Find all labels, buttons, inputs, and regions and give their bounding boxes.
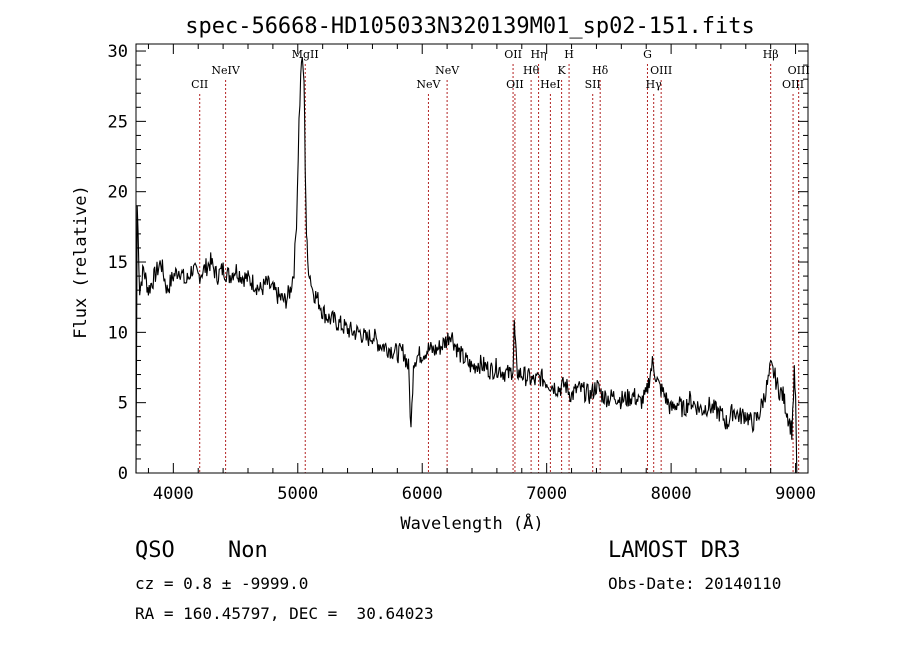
line-label-7: Hθ — [523, 64, 540, 77]
line-label-10: K — [557, 64, 566, 77]
line-label-19: OIII — [788, 64, 810, 77]
redshift-cz: cz = 0.8 ± -9999.0 — [135, 574, 309, 593]
y-tick-label-1: 5 — [118, 394, 128, 414]
x-tick-label-1: 5000 — [277, 484, 318, 504]
line-label-16: OIII — [650, 64, 672, 77]
y-tick-label-4: 20 — [108, 183, 128, 203]
line-label-13: Hδ — [592, 64, 609, 77]
x-tick-label-2: 6000 — [402, 484, 443, 504]
y-tick-label-2: 10 — [108, 323, 128, 343]
line-label-12: SII — [585, 78, 601, 91]
line-label-1: NeIV — [211, 64, 240, 77]
y-tick-label-3: 15 — [108, 253, 128, 273]
line-label-3: NeV — [416, 78, 441, 91]
line-label-18: OIII — [782, 78, 804, 91]
obs-date: Obs-Date: 20140110 — [608, 574, 782, 593]
line-label-8: Hη — [530, 48, 546, 61]
line-label-9: HeI — [540, 78, 560, 91]
y-tick-label-6: 30 — [108, 42, 128, 62]
survey-name: LAMOST DR3 — [608, 538, 741, 563]
x-tick-label-0: 4000 — [153, 484, 194, 504]
line-label-4: NeV — [435, 64, 460, 77]
x-tick-label-5: 9000 — [775, 484, 816, 504]
line-label-2: MgII — [292, 48, 319, 61]
line-label-17: Hβ — [763, 48, 779, 61]
line-label-0: CII — [191, 78, 208, 91]
line-label-15: Hγ — [646, 78, 663, 91]
axis-ticks: 4000 5000 6000 7000 8000 9000 0 5 10 15 20 25 30 — [108, 42, 817, 504]
x-tick-label-4: 8000 — [651, 484, 692, 504]
flux-series-line — [135, 57, 798, 474]
chart-title: spec-56668-HD105033N320139M01_sp02-151.f… — [185, 14, 755, 39]
coordinates: RA = 160.45797, DEC = 30.64023 — [135, 604, 434, 623]
object-class: QSO — [135, 538, 175, 563]
line-label-11: H — [564, 48, 574, 61]
x-axis-label: Wavelength (Å) — [400, 512, 543, 534]
line-label-14: G — [643, 48, 652, 61]
y-tick-label-0: 0 — [118, 464, 128, 484]
y-tick-label-5: 25 — [108, 112, 128, 132]
line-label-6: OII — [506, 78, 524, 91]
line-label-5: OII — [504, 48, 522, 61]
object-subclass: Non — [228, 538, 268, 563]
plot-frame — [135, 43, 809, 474]
y-axis-label: Flux (relative) — [71, 185, 91, 339]
x-tick-label-3: 7000 — [526, 484, 567, 504]
